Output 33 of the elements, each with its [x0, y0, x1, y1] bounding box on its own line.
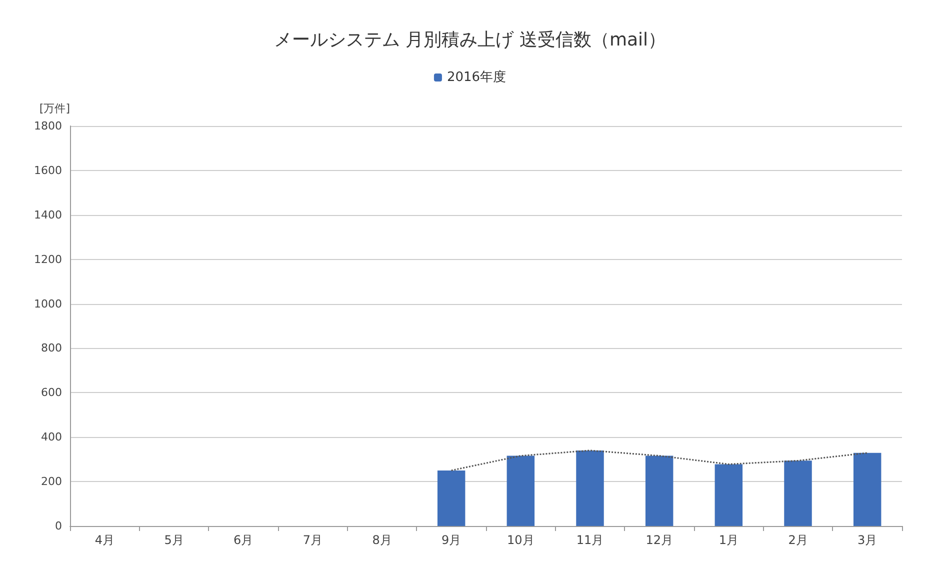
x-tick-label: 3月 [858, 533, 878, 547]
x-tick-label: 8月 [372, 533, 392, 547]
bar [853, 452, 882, 526]
x-tick-label: 10月 [507, 533, 534, 547]
y-tick-label: 1000 [34, 297, 62, 310]
y-axis-title: [万件] [39, 102, 70, 115]
y-tick-label: 1600 [34, 164, 62, 177]
y-tick-label: 1400 [34, 208, 62, 222]
x-tick-label: 12月 [646, 533, 673, 547]
x-tick-label: 1月 [718, 533, 738, 547]
x-tick-label: 7月 [302, 533, 322, 547]
y-tick-label: 400 [41, 430, 62, 444]
y-tick-label: 200 [41, 475, 62, 488]
bar [437, 470, 466, 526]
bar [576, 450, 604, 526]
y-tick-label: 1200 [34, 252, 62, 266]
bar [645, 456, 674, 526]
x-tick-label: 9月 [442, 533, 462, 547]
bar [506, 456, 535, 526]
x-tick-label: 2月 [788, 533, 808, 547]
bar [714, 464, 743, 526]
legend-label: 2016年度 [446, 69, 506, 85]
chart-title: メールシステム 月別積み上げ 送受信数（mail） [274, 30, 666, 50]
x-tick-label: 4月 [94, 533, 114, 547]
x-tick-label: 6月 [234, 533, 254, 547]
y-tick-label: 600 [41, 386, 62, 400]
y-tick-label: 800 [41, 342, 62, 355]
y-tick-label: 0 [55, 520, 62, 532]
y-tick-label: 1800 [34, 120, 62, 132]
x-tick-label: 5月 [164, 533, 184, 547]
bar [784, 460, 812, 526]
x-tick-label: 11月 [576, 533, 604, 547]
line-series [450, 450, 868, 472]
